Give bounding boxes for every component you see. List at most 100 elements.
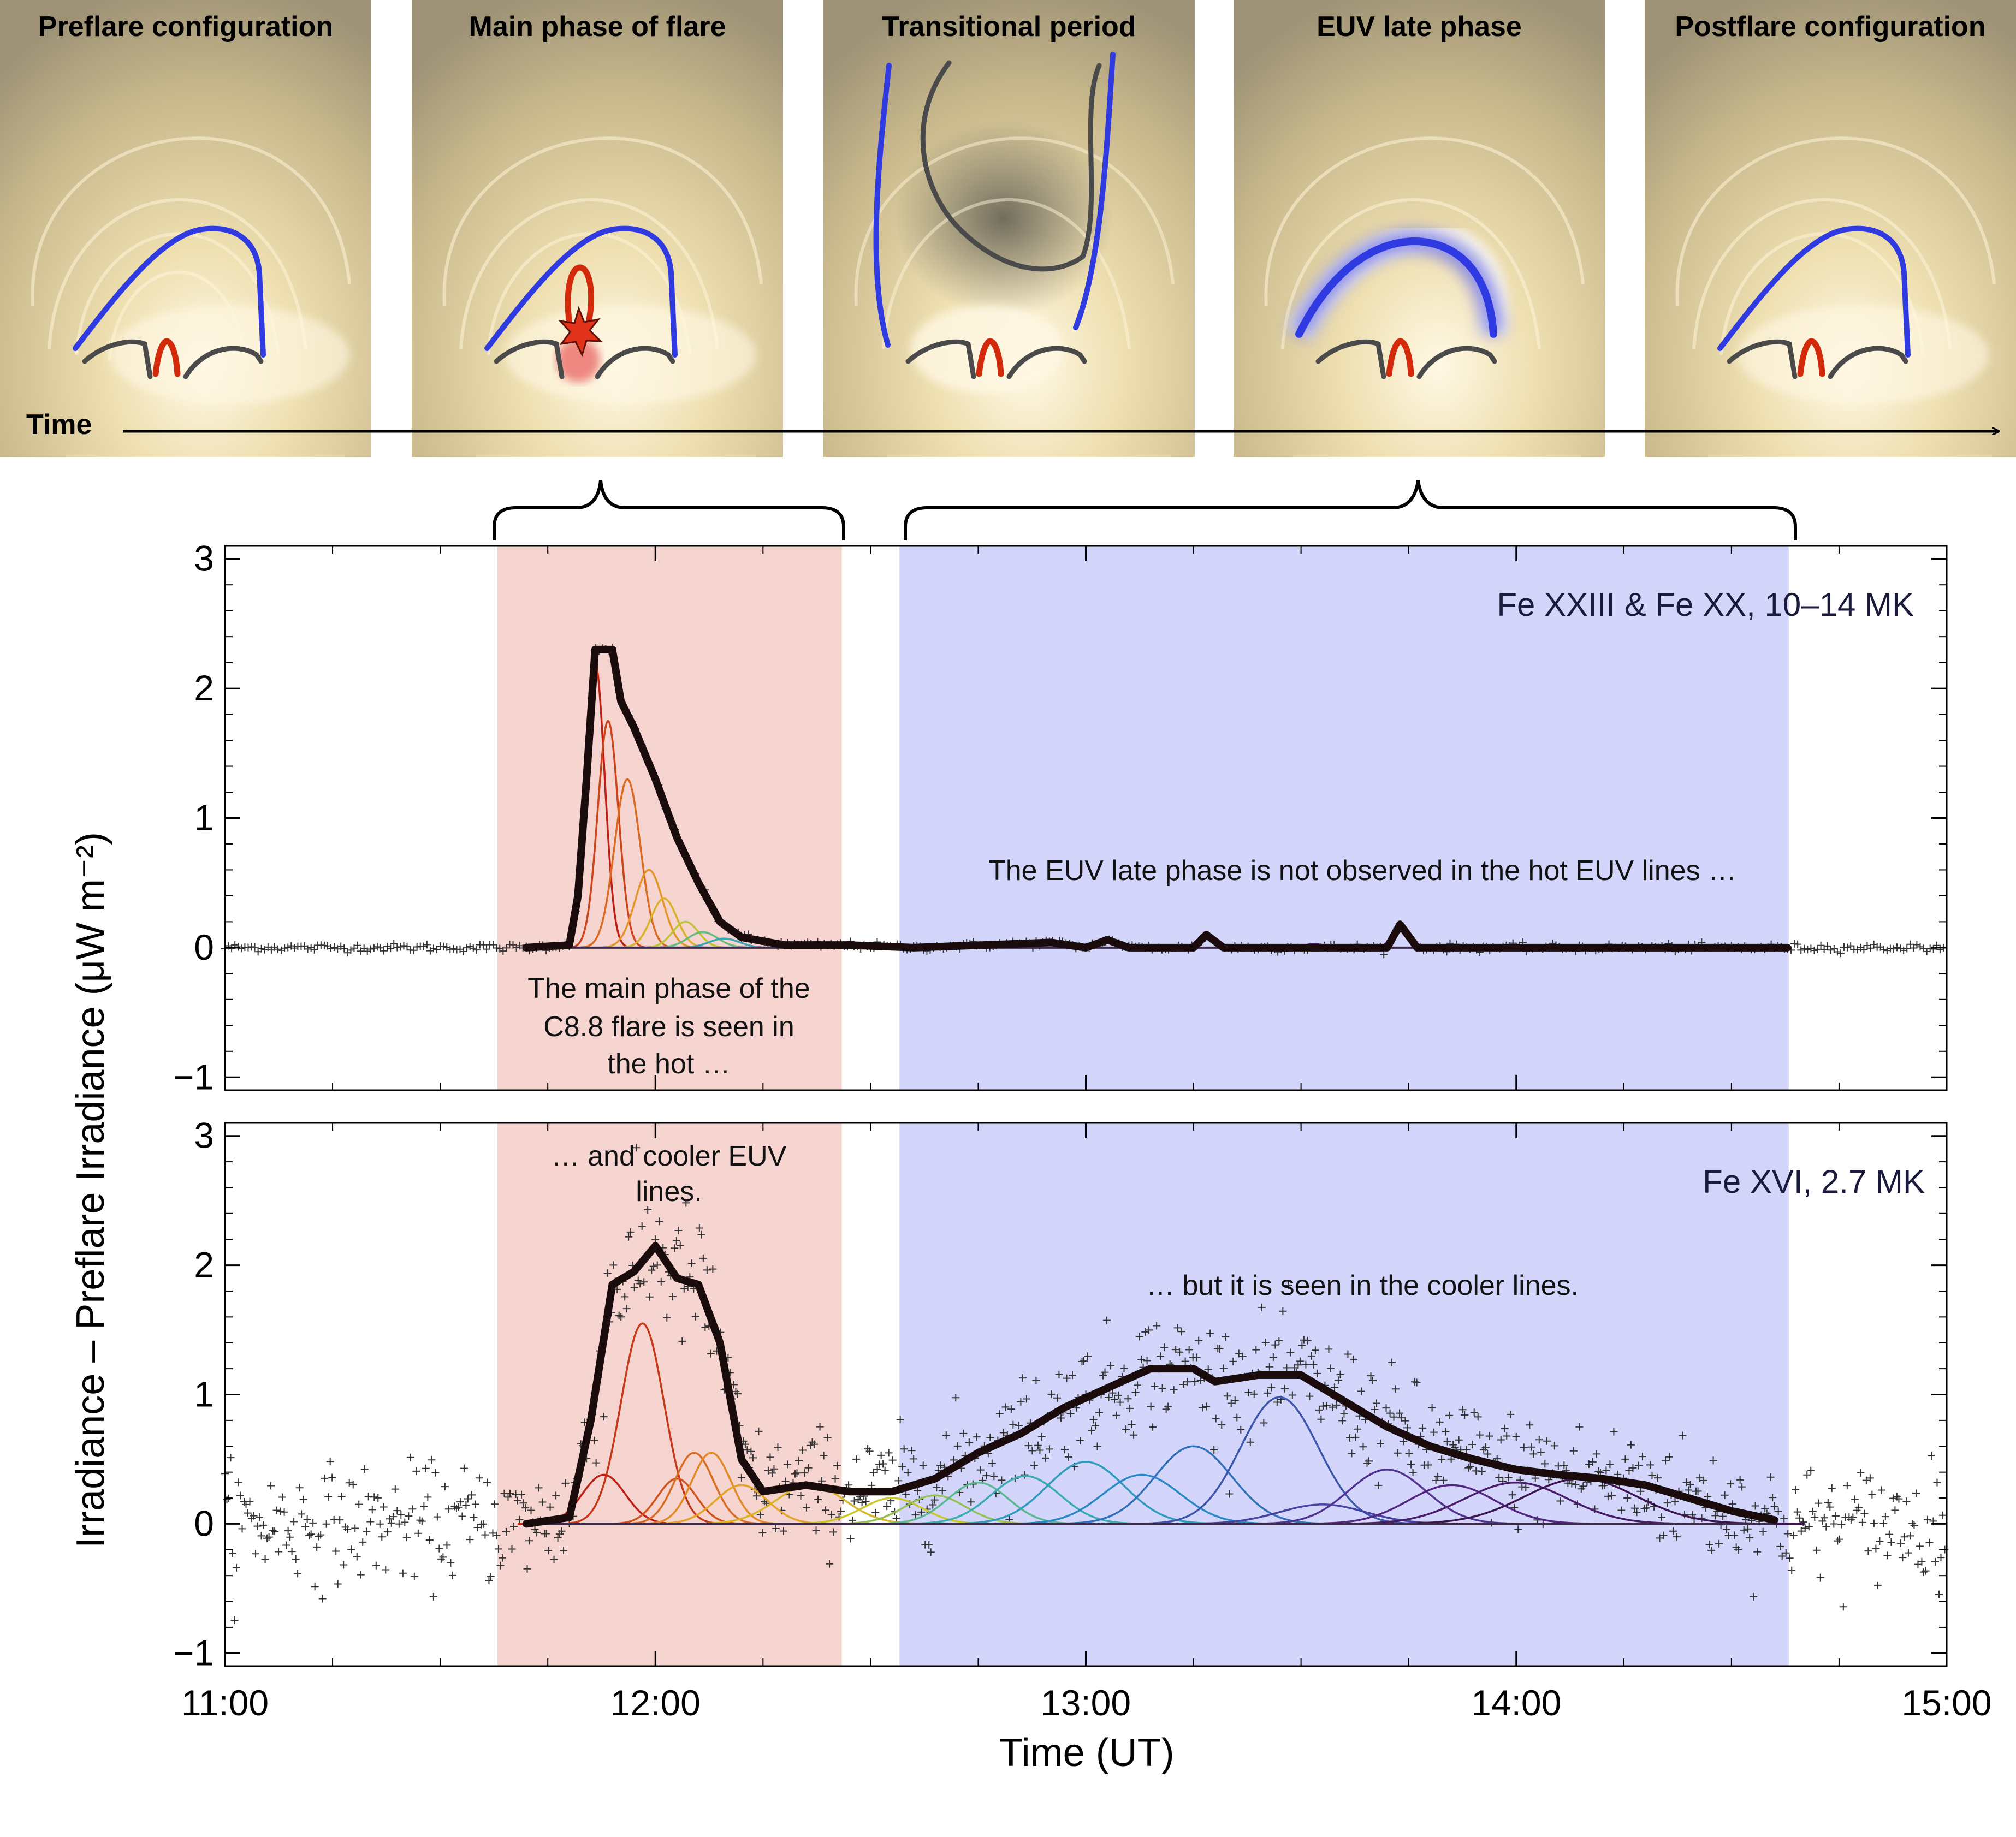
bottom-plot-line-label: Fe XVI, 2.7 MK <box>1703 1163 1925 1200</box>
observation-marker <box>1895 1495 1903 1503</box>
observation-marker <box>310 946 318 954</box>
observation-marker <box>827 1511 835 1519</box>
observation-marker <box>898 1463 906 1471</box>
observation-marker <box>1407 1460 1415 1469</box>
observation-marker <box>603 1269 612 1277</box>
observation-marker <box>337 942 345 950</box>
observation-marker <box>1709 1456 1717 1465</box>
observation-marker <box>1103 1316 1111 1324</box>
observation-marker <box>462 1501 470 1509</box>
observation-marker <box>1265 1363 1273 1371</box>
observation-marker <box>343 1525 352 1533</box>
observation-marker <box>638 1222 646 1230</box>
panel-postflare: Postflare configuration <box>1645 0 2016 457</box>
observation-marker <box>1769 1494 1777 1502</box>
observation-marker <box>1112 1411 1120 1419</box>
observation-marker <box>1656 1534 1664 1542</box>
red-loop <box>152 338 181 377</box>
observation-marker <box>1906 1532 1914 1540</box>
observation-marker <box>1721 1491 1729 1499</box>
observation-marker <box>493 1531 501 1539</box>
observation-marker <box>1196 1376 1205 1384</box>
observation-marker <box>1602 1466 1610 1475</box>
panel-preflare: Preflare configuration <box>0 0 371 457</box>
observation-marker <box>942 1431 950 1439</box>
observation-marker <box>755 1427 763 1435</box>
observation-marker <box>1770 1502 1778 1510</box>
observation-marker <box>1219 1364 1228 1372</box>
observation-marker <box>244 1509 252 1517</box>
observation-marker <box>1883 1551 1892 1560</box>
fit-component-line <box>887 1475 1164 1525</box>
observation-marker <box>1432 1476 1440 1484</box>
observation-marker <box>1849 1513 1857 1521</box>
observation-marker <box>1244 1388 1253 1396</box>
main-phase-brace <box>493 480 845 540</box>
observation-marker <box>443 1541 451 1549</box>
gray-loop-right <box>183 346 264 379</box>
observation-marker <box>1893 943 1901 952</box>
observation-marker <box>470 1514 478 1521</box>
observation-marker <box>1348 1449 1356 1458</box>
observation-marker <box>770 1465 778 1473</box>
observation-marker <box>1824 1499 1832 1507</box>
observation-marker <box>1719 1512 1727 1520</box>
observation-marker <box>888 1456 897 1464</box>
observation-marker <box>1222 1333 1230 1341</box>
observation-marker <box>1569 1447 1578 1455</box>
observation-marker <box>1918 1557 1926 1566</box>
observation-marker <box>1512 1433 1520 1441</box>
observation-marker <box>1671 1497 1679 1506</box>
observation-marker <box>265 1533 273 1541</box>
observation-marker <box>1283 1364 1291 1372</box>
observation-marker <box>301 1523 310 1531</box>
observation-marker <box>552 1491 560 1500</box>
observation-marker <box>1711 1512 1719 1520</box>
fit-component-line <box>599 1477 755 1525</box>
observation-marker <box>334 1580 342 1588</box>
observation-marker <box>1696 1474 1704 1482</box>
observation-marker <box>1419 1424 1427 1432</box>
observation-marker <box>1374 1481 1383 1489</box>
observation-marker <box>303 1515 311 1523</box>
observation-marker <box>737 1473 745 1482</box>
fit-component-line <box>1124 1396 1434 1525</box>
observation-marker <box>1835 1535 1843 1543</box>
observation-marker <box>1554 1462 1562 1470</box>
observation-marker <box>460 1464 468 1472</box>
observation-marker <box>1617 1506 1626 1514</box>
observation-marker <box>672 1236 680 1245</box>
observation-marker <box>950 1456 958 1464</box>
observation-marker <box>1870 1519 1878 1527</box>
observation-marker <box>1181 1357 1189 1365</box>
observation-marker <box>449 945 458 953</box>
observation-marker <box>1522 1483 1530 1491</box>
observation-marker <box>1371 1406 1379 1414</box>
observation-marker <box>1805 1523 1813 1531</box>
observation-marker <box>443 943 451 952</box>
observation-marker <box>1099 1371 1107 1380</box>
observation-marker <box>1021 1471 1029 1479</box>
observation-marker <box>1095 1408 1104 1417</box>
observation-marker <box>1541 1460 1549 1468</box>
observation-marker <box>253 1522 262 1530</box>
fit-component-line <box>857 1481 1099 1525</box>
observation-marker <box>424 1493 432 1501</box>
observation-marker <box>1575 1423 1584 1431</box>
observation-marker <box>321 1474 329 1482</box>
observation-marker <box>1556 1497 1564 1505</box>
observation-marker <box>1751 1502 1759 1510</box>
observation-marker <box>1080 1357 1088 1365</box>
observation-marker <box>1916 1542 1924 1550</box>
observation-marker <box>227 1454 235 1462</box>
gray-loop-right <box>1828 346 1908 379</box>
y-tick-label: 3 <box>194 1115 214 1156</box>
observation-marker <box>1514 1525 1522 1533</box>
observation-marker <box>967 1498 975 1506</box>
observation-marker <box>1396 1409 1404 1417</box>
observation-marker <box>1284 1281 1292 1289</box>
observation-marker <box>1933 1478 1941 1487</box>
observation-marker <box>1658 1513 1665 1521</box>
fit-component-line <box>987 1473 1297 1525</box>
observation-marker <box>1862 1476 1870 1484</box>
